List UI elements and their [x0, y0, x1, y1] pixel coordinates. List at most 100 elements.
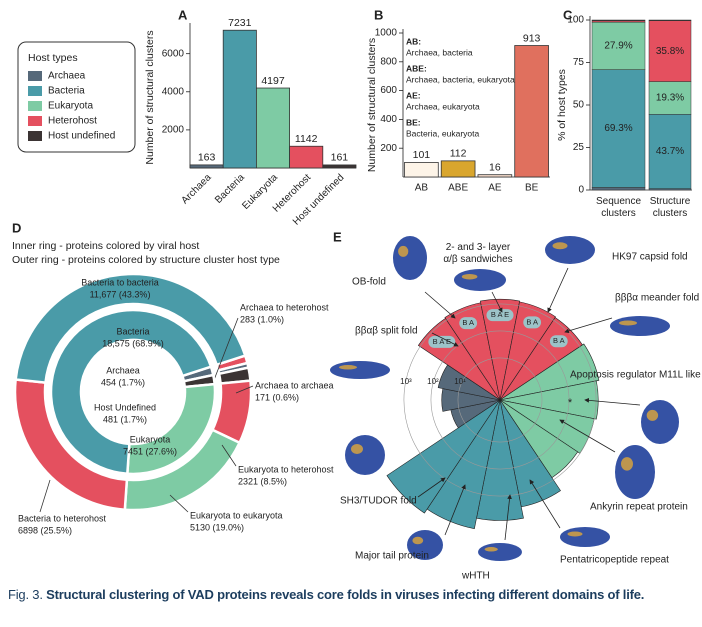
x-tick-label: Archaea — [179, 172, 213, 206]
polar-bar — [499, 301, 556, 401]
value-label: 7231 — [228, 17, 252, 29]
legend-swatch — [28, 116, 42, 126]
protein-highlight — [552, 242, 568, 250]
figure-panels: Host types ArchaeaBacteriaEukaryotaHeter… — [12, 7, 701, 581]
bar-tag: B A — [526, 317, 538, 326]
tag-box — [459, 317, 478, 330]
bar — [189, 164, 224, 169]
value-label: 35.8% — [656, 46, 684, 57]
panel-label: D — [12, 220, 21, 235]
y-tick-label: 25 — [573, 142, 585, 153]
tag-box — [486, 309, 514, 322]
panel-label: B — [374, 7, 383, 22]
bar-tag: B A — [553, 336, 565, 345]
segment-value: 283 (1.0%) — [240, 314, 284, 324]
y-tick-label: 800 — [380, 56, 397, 67]
y-tick-label: 50 — [573, 100, 585, 111]
protein-structure — [454, 269, 506, 291]
protein-structure — [610, 316, 670, 336]
legend-label: Host undefined — [48, 131, 115, 142]
arrow — [431, 332, 459, 347]
value-label: 4197 — [261, 75, 285, 87]
annotation-key: AE: — [406, 90, 421, 100]
subtitle: Outer ring - proteins colored by structu… — [12, 254, 280, 266]
tag-box — [428, 335, 456, 348]
bar-tag: B A E — [433, 337, 451, 346]
segment-value: 5130 (19.0%) — [190, 522, 244, 532]
bar-segment — [591, 69, 646, 188]
bar-segment — [648, 114, 692, 189]
y-tick-label: 75 — [573, 57, 585, 68]
bar — [289, 145, 324, 169]
x-tick-label: Structure clusters — [650, 196, 691, 219]
protein-structure — [545, 236, 595, 264]
marker: * — [568, 397, 573, 409]
grid-circle — [457, 357, 543, 443]
arrow — [559, 419, 616, 453]
protein-structure — [560, 527, 610, 547]
protein-highlight — [351, 444, 363, 454]
bar-tag: B A — [462, 318, 474, 327]
protein-structure — [615, 445, 655, 499]
legend-label: Heterohost — [48, 116, 97, 127]
protein-highlight — [619, 320, 637, 326]
bar-segment — [648, 19, 692, 21]
annotation-key: AB: — [406, 36, 421, 46]
value-label: 913 — [523, 32, 541, 44]
value-label: 27.9% — [604, 41, 632, 52]
legend-label: Bacteria — [48, 86, 85, 97]
polar-bar — [479, 298, 521, 401]
value-label: 16 — [489, 161, 501, 173]
segment-label: Eukaryota to eukaryota — [190, 510, 283, 520]
value-label: 43.7% — [656, 146, 684, 157]
annotation-text: Archaea, bacteria — [406, 47, 473, 57]
arrow — [424, 291, 456, 319]
bar-segment — [648, 20, 692, 82]
r-tick-label: 10¹ — [454, 377, 466, 386]
y-tick-label: 400 — [380, 114, 397, 125]
arrow — [417, 477, 446, 498]
annotation-key: BE: — [406, 117, 421, 127]
y-tick-label: 6000 — [162, 48, 185, 59]
legend-title: Host types — [28, 52, 78, 64]
x-tick-label: AE — [488, 183, 502, 194]
segment-label: Bacteria to heterohost — [18, 513, 107, 523]
value-label: 101 — [413, 149, 431, 161]
protein-highlight — [646, 409, 659, 421]
bar-segment — [591, 19, 646, 22]
legend-swatch — [28, 71, 42, 81]
y-tick-label: 2000 — [162, 125, 185, 136]
protein-structure — [345, 435, 385, 475]
fold-label: βββα meander fold — [615, 293, 699, 304]
fold-label: Major tail protein — [355, 551, 429, 562]
value-label: 19.3% — [656, 93, 684, 104]
panel-label: E — [333, 229, 342, 244]
segment-label: Archaea to heterohost — [240, 302, 329, 312]
grid-circle — [430, 330, 570, 470]
y-tick-label: 0 — [578, 185, 584, 196]
r-tick-label: 10² — [427, 377, 439, 386]
leader-line — [221, 444, 237, 467]
protein-structure — [478, 543, 522, 561]
y-tick-label: 100 — [567, 15, 584, 26]
protein-highlight — [484, 547, 498, 552]
protein-structure — [330, 361, 390, 379]
legend-box — [17, 41, 136, 153]
grid-circle — [403, 303, 597, 497]
arrow — [564, 317, 613, 334]
bar — [477, 174, 513, 178]
value-label: 69.3% — [604, 123, 632, 134]
protein-highlight — [339, 365, 357, 370]
leader-line — [169, 494, 189, 513]
protein-highlight — [461, 273, 478, 280]
segment-value: 11,677 (43.3%) — [90, 289, 151, 299]
bar-segment — [591, 187, 646, 191]
bar — [255, 87, 290, 169]
arrow — [584, 397, 641, 406]
legend-label: Archaea — [48, 71, 86, 82]
legend-swatch — [28, 86, 42, 96]
protein-structure — [641, 400, 679, 444]
fold-label: Apoptosis regulator M11L like — [570, 370, 701, 381]
leader-line — [235, 385, 254, 394]
leader-line — [213, 317, 239, 381]
